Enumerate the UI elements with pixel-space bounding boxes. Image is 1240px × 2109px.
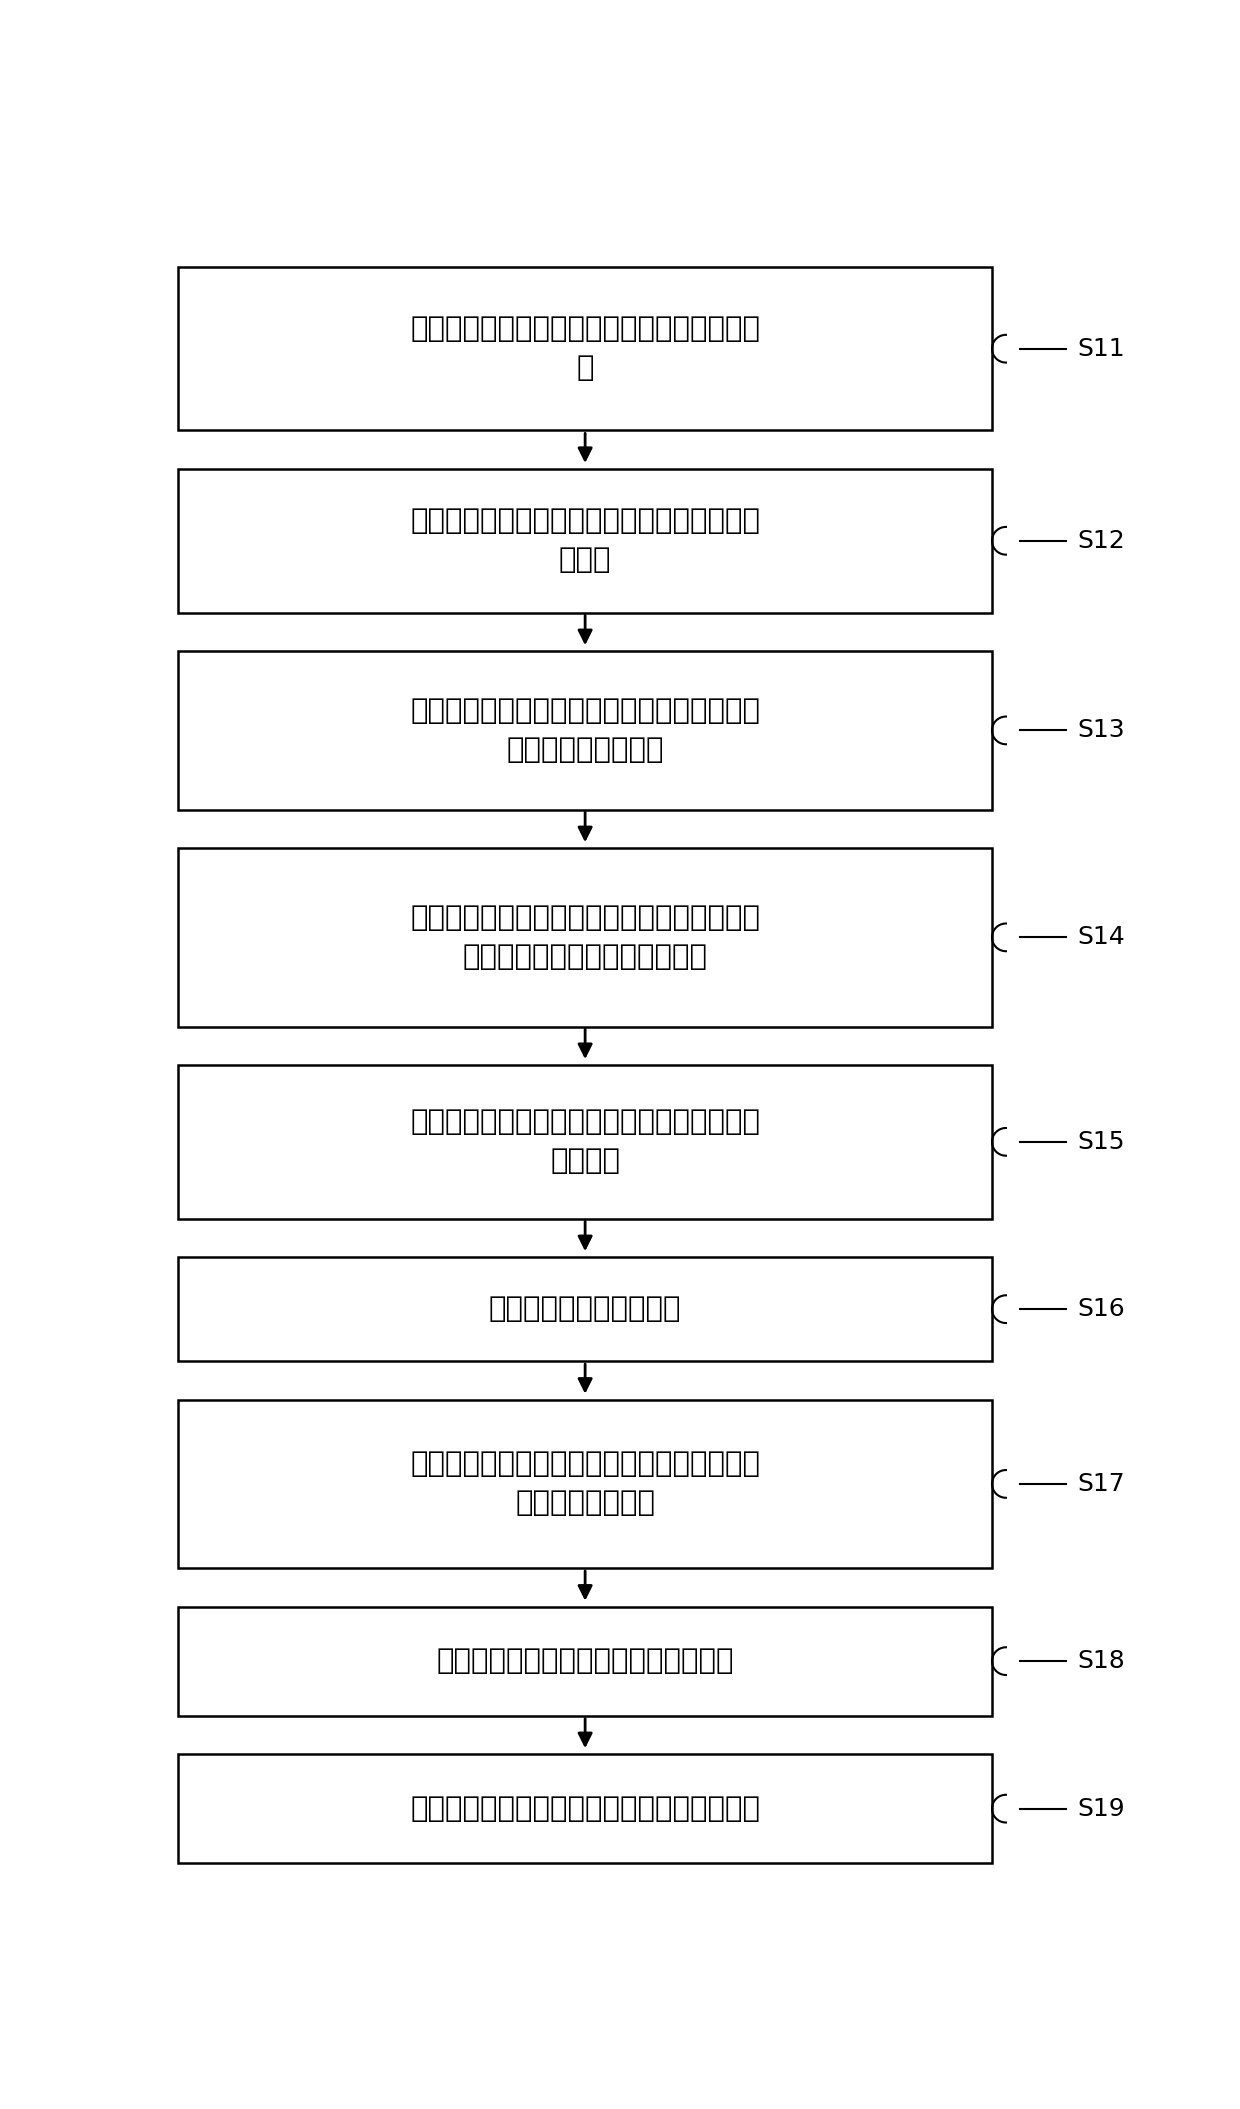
Text: S16: S16 [1078,1297,1125,1320]
Bar [179,1607,992,1715]
Text: 去除所述图案化的掩膜层: 去除所述图案化的掩膜层 [489,1295,681,1322]
Text: 刻蚀所述掩膜层和所述浮栅层形成沟槽以及图
案化的浮栅层和图案化的掩膜层: 刻蚀所述掩膜层和所述浮栅层形成沟槽以及图 案化的浮栅层和图案化的掩膜层 [410,905,760,970]
Text: S12: S12 [1078,529,1125,553]
Text: 湿法刻蚀所述图案化的浮栅层使得图案化的浮
栅层的角成为圆角: 湿法刻蚀所述图案化的浮栅层使得图案化的浮 栅层的角成为圆角 [410,1451,760,1516]
Text: S14: S14 [1078,926,1125,949]
Text: S19: S19 [1078,1797,1125,1820]
Bar [179,268,992,430]
Text: S18: S18 [1078,1649,1125,1672]
Text: 以所述图案化的掩膜层为掩膜向所述沟槽内填
充氧化物: 以所述图案化的掩膜层为掩膜向所述沟槽内填 充氧化物 [410,1109,760,1175]
Text: 湿法刻蚀所述沟槽内的剩余的部分所述氧化物: 湿法刻蚀所述沟槽内的剩余的部分所述氧化物 [410,1795,760,1822]
Bar [179,468,992,612]
Bar [179,1400,992,1569]
Text: 提供一半导体，在所述半导体上形成隧穿氧化
层: 提供一半导体，在所述半导体上形成隧穿氧化 层 [410,314,760,382]
Text: 在所述隧穿氧化层和所述浅沟槽隔离结构依次
形成浮栅层和掩膜层: 在所述隧穿氧化层和所述浅沟槽隔离结构依次 形成浮栅层和掩膜层 [410,696,760,763]
Text: 刻蚀所述隧穿氧化层和所述衬底形成浅沟槽隔
离结构: 刻蚀所述隧穿氧化层和所述衬底形成浅沟槽隔 离结构 [410,508,760,574]
Bar [179,1065,992,1219]
Text: 干法刻蚀所述沟槽内的部分所述氧化物: 干法刻蚀所述沟槽内的部分所述氧化物 [436,1647,734,1675]
Text: S11: S11 [1078,337,1125,361]
Text: S17: S17 [1078,1472,1125,1495]
Bar [179,848,992,1027]
Text: S13: S13 [1078,719,1125,742]
Bar [179,652,992,810]
Text: S15: S15 [1078,1130,1125,1154]
Bar [179,1257,992,1360]
Bar [179,1755,992,1862]
